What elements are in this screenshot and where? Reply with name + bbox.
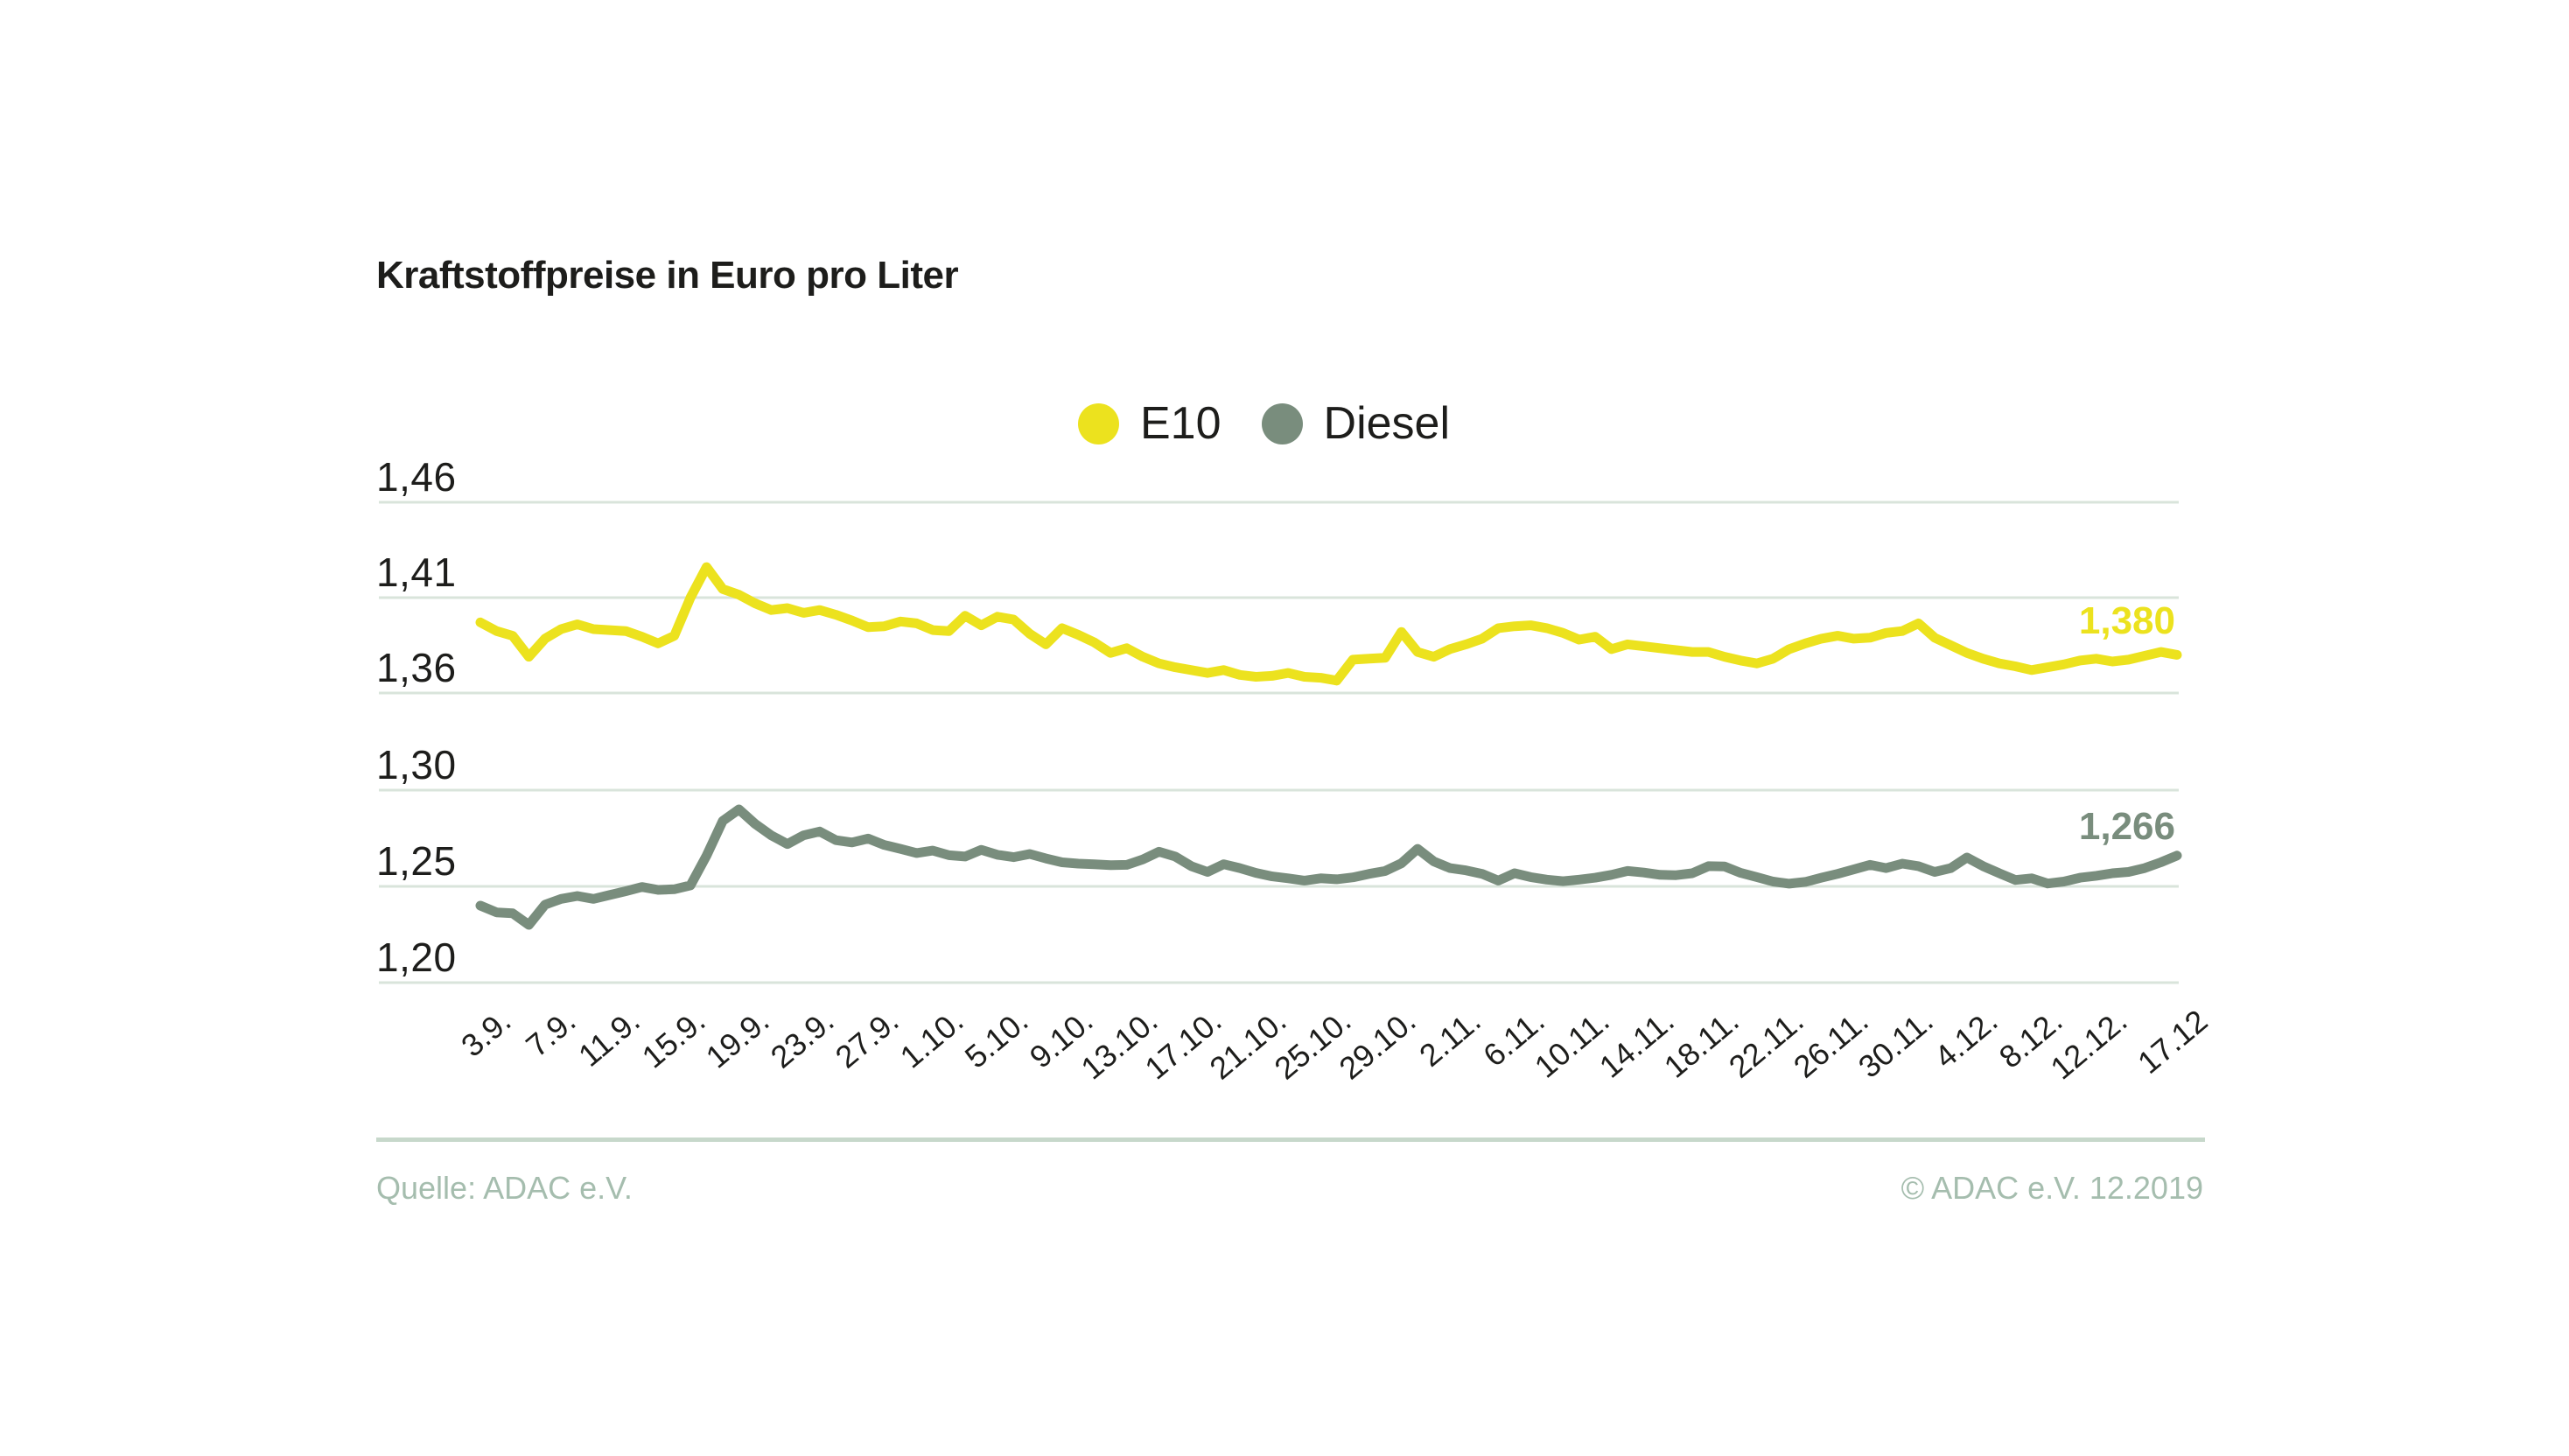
y-axis-label: 1,36 [376, 645, 457, 690]
e10-price-line [475, 562, 2182, 686]
chart-title: Kraftstoffpreise in Euro pro Liter [376, 254, 959, 297]
e10-legend-label: E10 [1140, 398, 1222, 449]
y-axis-label: 1,20 [376, 934, 457, 980]
e10-legend-dot-icon [1078, 402, 1119, 444]
source-text: Quelle: ADAC e.V. [376, 1170, 633, 1206]
footer-divider [376, 1138, 2205, 1142]
diesel-legend-dot-icon [1261, 402, 1303, 444]
e10-end-value-label: 1,380 [2078, 599, 2175, 642]
legend: E10 Diesel [1078, 401, 1490, 446]
diesel-legend-label: Diesel [1323, 398, 1451, 449]
y-axis-label: 1,30 [376, 742, 457, 788]
y-axis-label: 1,41 [376, 550, 457, 595]
diesel-end-value-label: 1,266 [2078, 805, 2175, 848]
y-axis-label: 1,46 [376, 454, 457, 500]
copyright-text: © ADAC e.V. 12.2019 [1900, 1170, 2203, 1206]
y-axis-label: 1,25 [376, 838, 457, 884]
diesel-price-line [475, 804, 2182, 930]
